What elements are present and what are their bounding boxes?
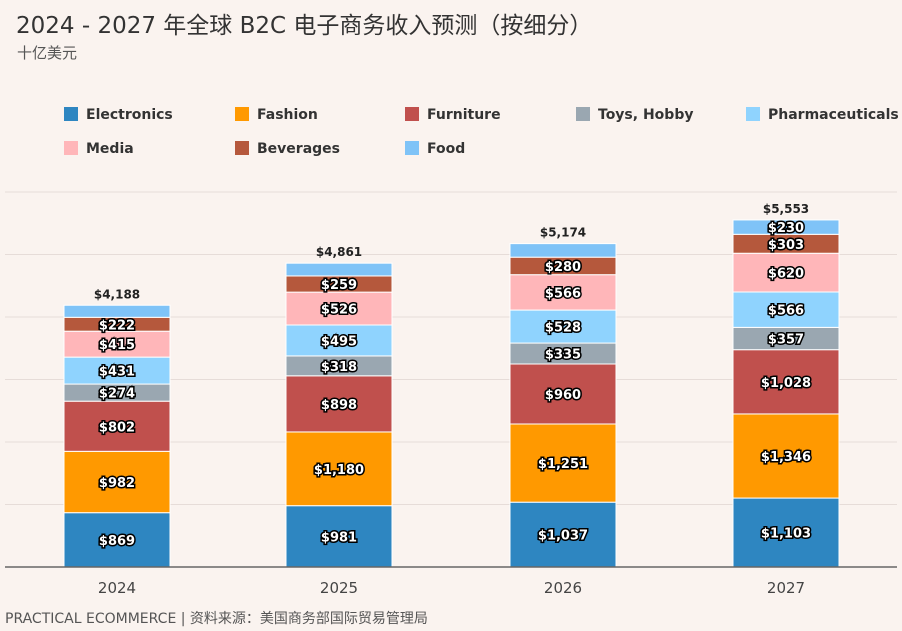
x-tick-2025: 2025 (320, 579, 358, 597)
x-tick-2027: 2027 (767, 579, 805, 597)
legend-label-pharmaceuticals: Pharmaceuticals (768, 107, 899, 123)
legend-swatch-beverages (235, 141, 249, 155)
data-label-toys-hobby-2024: $274 (99, 387, 135, 402)
legend-label-toys-hobby: Toys, Hobby (598, 107, 693, 123)
data-label-media-2025: $526 (321, 303, 357, 318)
chart-title: 2024 - 2027 年全球 B2C 电子商务收入预测（按细分） (16, 13, 593, 39)
legend-label-food: Food (427, 141, 465, 157)
data-label-pharmaceuticals-2027: $566 (768, 304, 804, 319)
data-label-furniture-2027: $1,028 (761, 376, 811, 391)
total-label-2026: $5,174 (540, 226, 586, 240)
data-label-fashion-2024: $982 (99, 476, 135, 491)
x-tick-2026: 2026 (544, 579, 582, 597)
legend-swatch-media (64, 141, 78, 155)
data-label-furniture-2025: $898 (321, 398, 357, 413)
legend-label-media: Media (86, 141, 134, 157)
legend-label-furniture: Furniture (427, 107, 501, 123)
bar-fashion-2027 (732, 413, 840, 499)
data-label-food-2027: $230 (768, 221, 804, 236)
data-label-beverages-2024: $222 (99, 318, 135, 333)
bar-media-2025 (285, 291, 393, 326)
data-label-beverages-2025: $259 (321, 278, 357, 293)
bar-pharmaceuticals-2026 (509, 309, 617, 344)
data-label-pharmaceuticals-2024: $431 (99, 365, 135, 380)
legend-swatch-food (405, 141, 419, 155)
bar-furniture-2025 (285, 375, 393, 433)
total-label-2025: $4,861 (316, 245, 362, 259)
bar-fashion-2025 (285, 431, 393, 507)
data-label-toys-hobby-2025: $318 (321, 360, 357, 375)
legend-swatch-furniture (405, 107, 419, 121)
bar-food-2026 (509, 243, 617, 258)
bar-fashion-2026 (509, 423, 617, 503)
data-label-media-2026: $566 (545, 286, 581, 301)
legend-label-beverages: Beverages (257, 141, 340, 157)
data-label-toys-hobby-2026: $335 (545, 348, 581, 363)
bar-furniture-2026 (509, 363, 617, 425)
legend-swatch-electronics (64, 107, 78, 121)
data-label-beverages-2027: $303 (768, 238, 804, 253)
data-label-fashion-2027: $1,346 (761, 450, 811, 465)
bar-electronics-2027 (732, 497, 840, 568)
chart-subtitle: 十亿美元 (17, 44, 78, 62)
bar-pharmaceuticals-2025 (285, 324, 393, 357)
bar-electronics-2024 (63, 512, 171, 568)
source-note: PRACTICAL ECOMMERCE | 资料来源：美国商务部国际贸易管理局 (5, 611, 428, 627)
data-label-fashion-2026: $1,251 (538, 457, 588, 472)
data-label-electronics-2027: $1,103 (761, 527, 811, 542)
bar-electronics-2025 (285, 505, 393, 568)
data-label-media-2027: $620 (768, 267, 804, 282)
bar-media-2026 (509, 274, 617, 311)
data-label-electronics-2026: $1,037 (538, 529, 588, 544)
bar-food-2025 (285, 262, 393, 277)
legend-label-electronics: Electronics (86, 107, 173, 123)
bar-furniture-2027 (732, 349, 840, 415)
data-label-electronics-2024: $869 (99, 534, 135, 549)
data-label-furniture-2024: $802 (99, 420, 135, 435)
x-tick-2024: 2024 (98, 579, 136, 597)
bar-food-2024 (63, 304, 171, 318)
legend-swatch-toys-hobby (576, 107, 590, 121)
data-label-furniture-2026: $960 (545, 388, 581, 403)
legend-swatch-fashion (235, 107, 249, 121)
data-label-fashion-2025: $1,180 (314, 463, 364, 478)
data-label-pharmaceuticals-2026: $528 (545, 321, 581, 336)
bar-fashion-2024 (63, 450, 171, 514)
data-label-media-2024: $415 (99, 338, 135, 353)
legend-label-fashion: Fashion (257, 107, 318, 123)
bar-furniture-2024 (63, 400, 171, 452)
data-label-toys-hobby-2027: $357 (768, 333, 804, 348)
data-label-pharmaceuticals-2025: $495 (321, 334, 357, 349)
data-label-electronics-2025: $981 (321, 530, 357, 545)
total-label-2027: $5,553 (763, 202, 809, 216)
data-label-beverages-2026: $280 (545, 260, 581, 275)
bar-media-2027 (732, 252, 840, 293)
legend-swatch-pharmaceuticals (746, 107, 760, 121)
bar-food-2027 (732, 219, 840, 235)
total-label-2024: $4,188 (94, 287, 140, 301)
